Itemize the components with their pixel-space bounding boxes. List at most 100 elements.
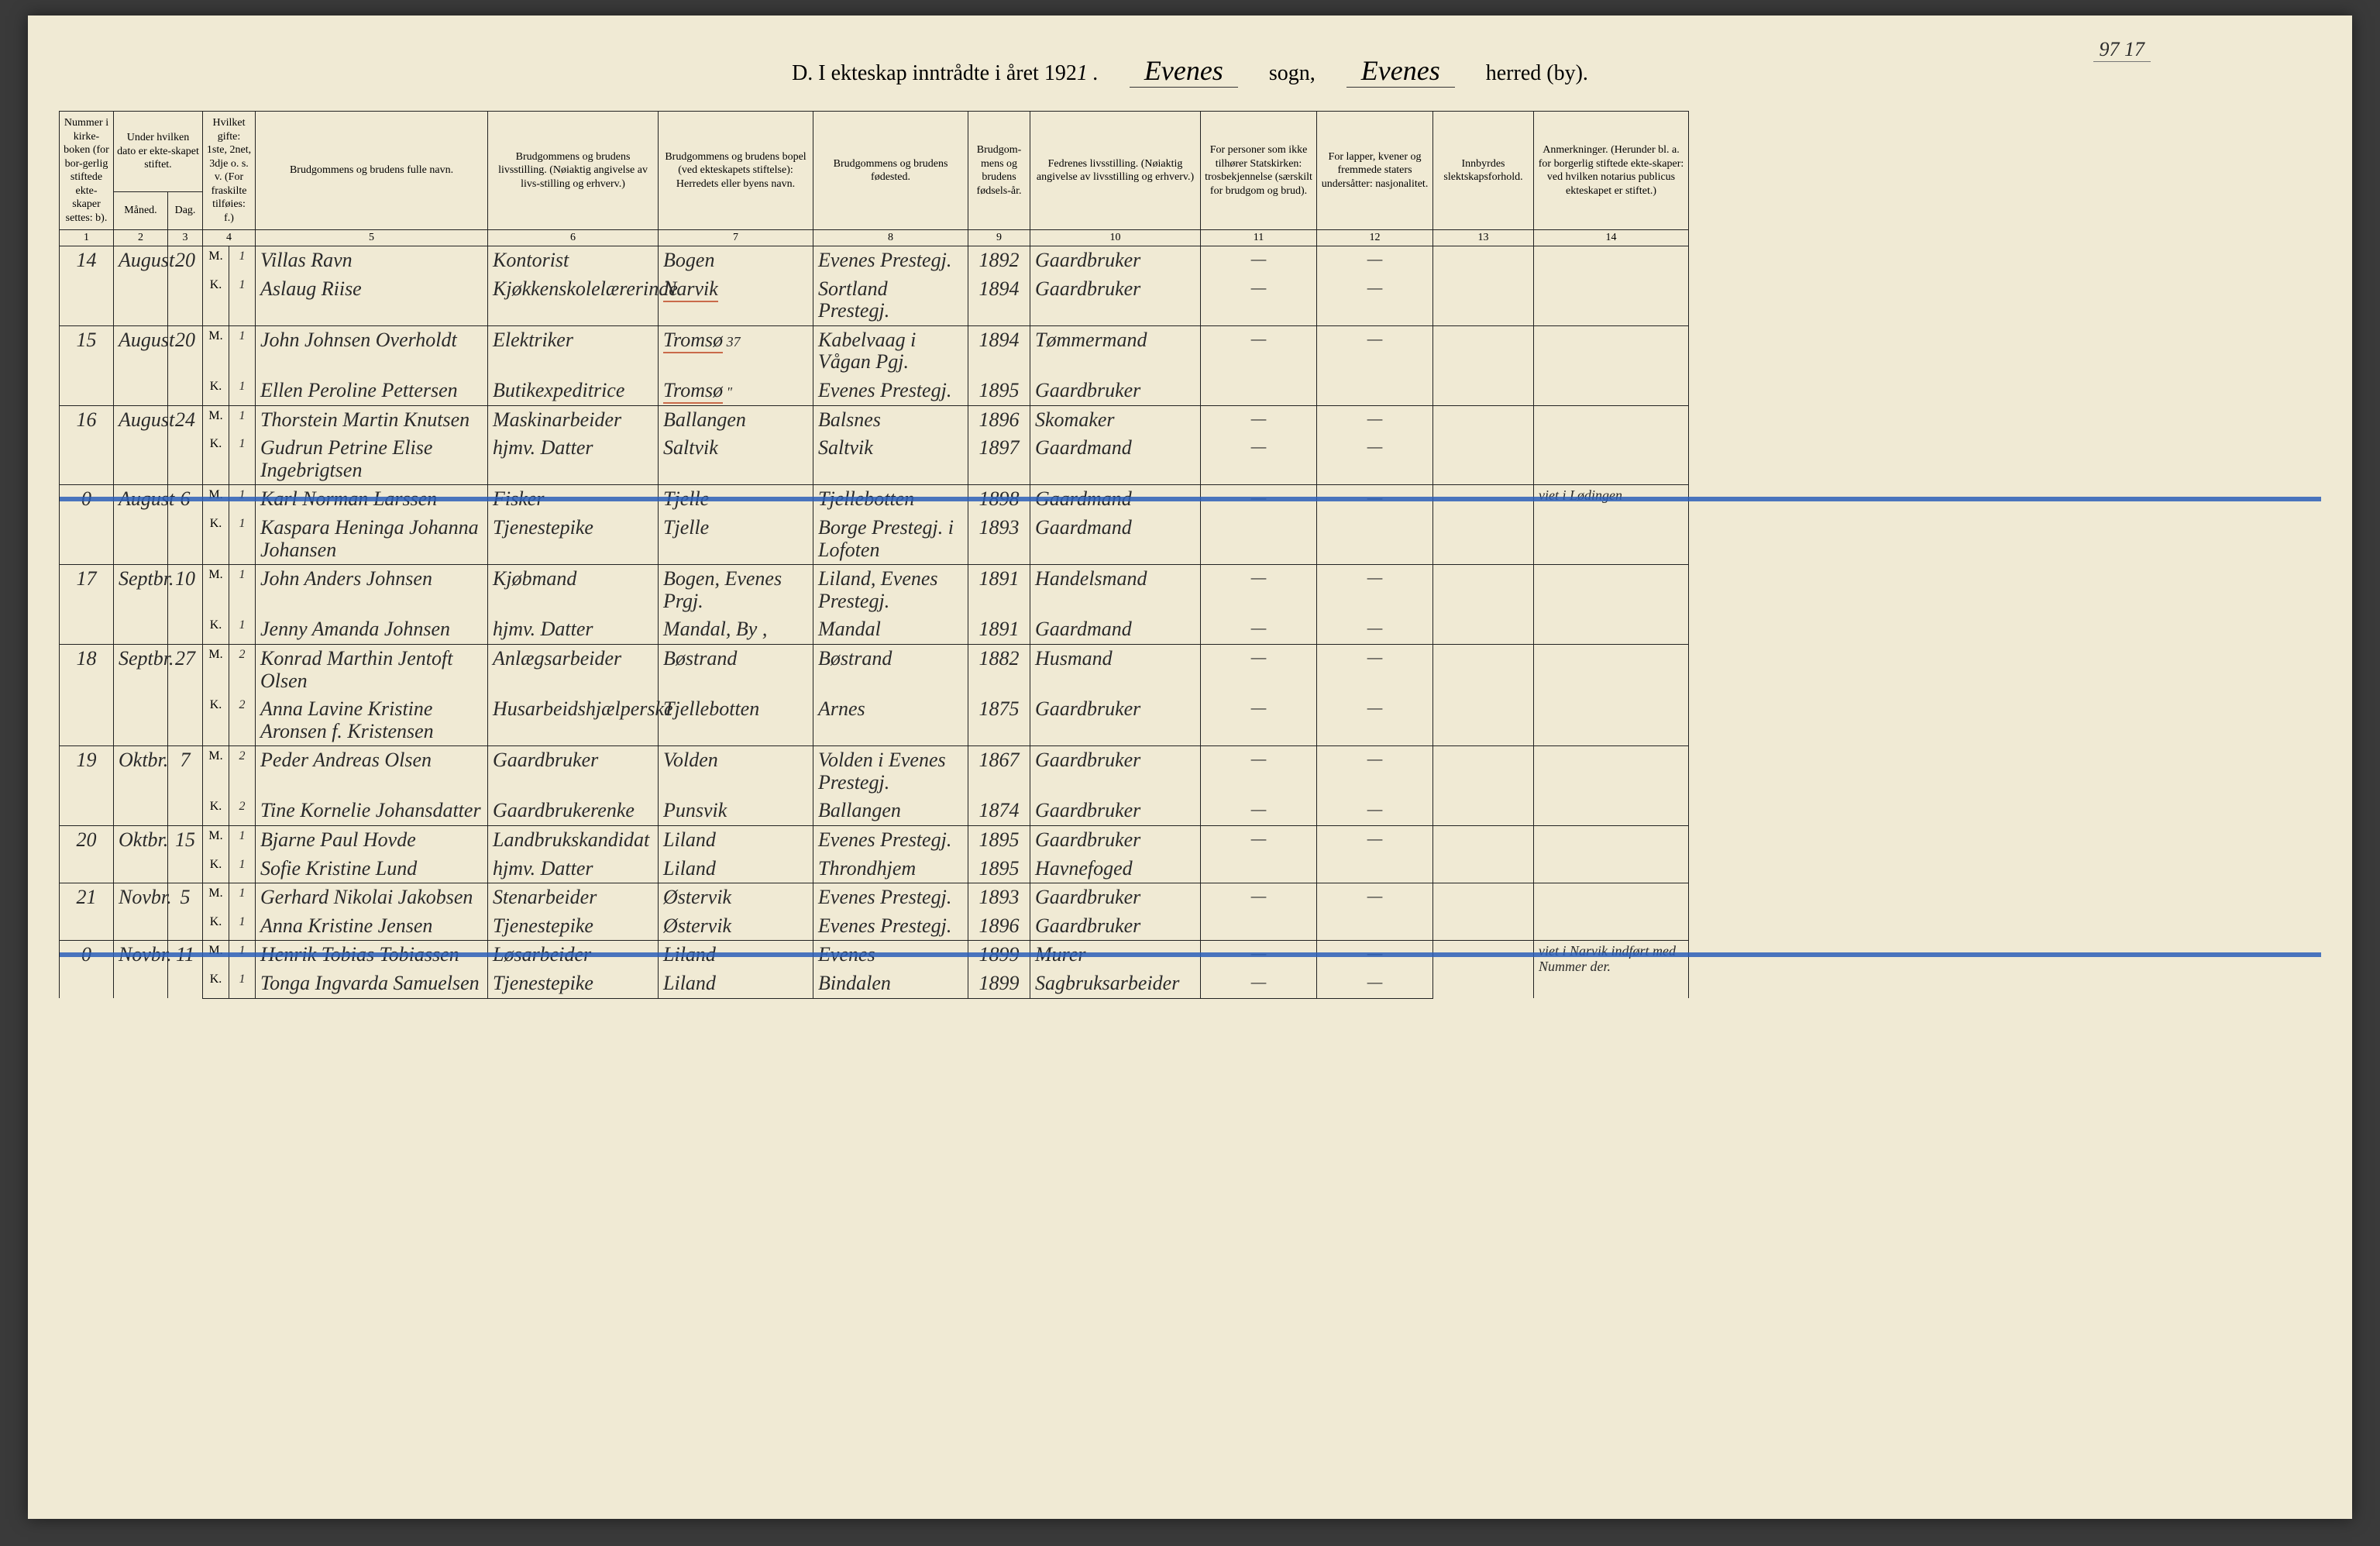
residence: Saltvik xyxy=(659,434,813,485)
occupation: Tjenestepike xyxy=(488,514,659,565)
bride-label: K. xyxy=(203,969,229,998)
table-row: 18Septbr.27M.2Konrad Marthin Jentoft Ols… xyxy=(60,644,2321,695)
entry-number: 14 xyxy=(60,246,114,326)
groom-label: M. xyxy=(203,644,229,695)
nationality-cell xyxy=(1317,855,1433,883)
entry-number: 20 xyxy=(60,826,114,883)
remarks-cell xyxy=(1534,246,1689,326)
marriage-number: 1 xyxy=(229,275,256,326)
faith-cell xyxy=(1201,912,1317,941)
table-row: K.1Gudrun Petrine Elise Ingebrigtsenhjmv… xyxy=(60,434,2321,485)
month-cell: August xyxy=(114,246,168,326)
birth-year: 1896 xyxy=(968,912,1030,941)
marriage-number: 1 xyxy=(229,325,256,377)
birthplace: Evenes Prestegj. xyxy=(813,826,968,855)
father-occupation: Gaardbruker xyxy=(1030,246,1201,275)
father-occupation: Husmand xyxy=(1030,644,1201,695)
col-num: 10 xyxy=(1030,230,1201,246)
full-name: Anna Kristine Jensen xyxy=(256,912,488,941)
remarks-cell xyxy=(1534,746,1689,826)
nationality-cell: — xyxy=(1317,695,1433,746)
birthplace: Evenes Prestegj. xyxy=(813,377,968,405)
faith-cell: — xyxy=(1201,969,1317,998)
col-num: 9 xyxy=(968,230,1030,246)
entry-number: 0 xyxy=(60,485,114,565)
entry-number: 15 xyxy=(60,325,114,405)
col-header: Hvilket gifte: 1ste, 2net, 3dje o. s. v.… xyxy=(203,112,256,230)
full-name: Gudrun Petrine Elise Ingebrigtsen xyxy=(256,434,488,485)
nationality-cell: — xyxy=(1317,246,1433,275)
bride-label: K. xyxy=(203,797,229,825)
full-name: John Anders Johnsen xyxy=(256,565,488,616)
faith-cell: — xyxy=(1201,405,1317,434)
bride-label: K. xyxy=(203,912,229,941)
birth-year: 1891 xyxy=(968,615,1030,644)
bride-label: K. xyxy=(203,275,229,326)
col-header: For lapper, kvener og fremmede staters u… xyxy=(1317,112,1433,230)
col-num: 11 xyxy=(1201,230,1317,246)
father-occupation: Gaardbruker xyxy=(1030,912,1201,941)
col-num: 4 xyxy=(203,230,256,246)
month-cell: Oktbr. xyxy=(114,826,168,883)
column-number-row: 1 2 3 4 5 6 7 8 9 10 11 12 13 14 xyxy=(60,230,2321,246)
father-occupation: Havnefoged xyxy=(1030,855,1201,883)
birth-year: 1875 xyxy=(968,695,1030,746)
full-name: Bjarne Paul Hovde xyxy=(256,826,488,855)
page-header: D. I ekteskap inntrådte i året 1921 . Ev… xyxy=(59,54,2321,88)
kinship-cell xyxy=(1433,325,1534,405)
birthplace: Evenes Prestegj. xyxy=(813,883,968,912)
faith-cell: — xyxy=(1201,797,1317,825)
birth-year: 1894 xyxy=(968,275,1030,326)
occupation: Tjenestepike xyxy=(488,969,659,998)
col-num: 3 xyxy=(168,230,203,246)
groom-label: M. xyxy=(203,485,229,514)
birth-year: 1895 xyxy=(968,826,1030,855)
faith-cell: — xyxy=(1201,485,1317,514)
birthplace: Evenes Prestegj. xyxy=(813,912,968,941)
faith-cell xyxy=(1201,377,1317,405)
table-row: K.1Aslaug RiiseKjøkkenskolelærerindeNarv… xyxy=(60,275,2321,326)
residence: Østervik xyxy=(659,883,813,912)
birth-year: 1867 xyxy=(968,746,1030,797)
table-row: 15August20M.1John Johnsen OverholdtElekt… xyxy=(60,325,2321,377)
col-header: Dag. xyxy=(168,192,203,230)
herred-label: herred (by). xyxy=(1486,61,1588,86)
month-cell: Novbr. xyxy=(114,883,168,941)
month-cell: Novbr. xyxy=(114,941,168,998)
month-cell: Septbr. xyxy=(114,644,168,745)
father-occupation: Gaardbruker xyxy=(1030,746,1201,797)
day-cell: 6 xyxy=(168,485,203,565)
faith-cell: — xyxy=(1201,615,1317,644)
full-name: Aslaug Riise xyxy=(256,275,488,326)
table-row: K.2Tine Kornelie JohansdatterGaardbruker… xyxy=(60,797,2321,825)
table-row: 0August6M.1Karl Norman LarssenFiskerTjel… xyxy=(60,485,2321,514)
entry-number: 17 xyxy=(60,565,114,645)
full-name: Peder Andreas Olsen xyxy=(256,746,488,797)
nationality-cell: — xyxy=(1317,615,1433,644)
occupation: hjmv. Datter xyxy=(488,434,659,485)
faith-cell: — xyxy=(1201,883,1317,912)
residence: Narvik xyxy=(659,275,813,326)
full-name: Sofie Kristine Lund xyxy=(256,855,488,883)
table-row: 21Novbr.5M.1Gerhard Nikolai JakobsenSten… xyxy=(60,883,2321,912)
father-occupation: Skomaker xyxy=(1030,405,1201,434)
occupation: Maskinarbeider xyxy=(488,405,659,434)
faith-cell xyxy=(1201,855,1317,883)
table-row: 0Novbr.11M.1Henrik Tobias TobiassenLøsar… xyxy=(60,941,2321,969)
father-occupation: Gaardmand xyxy=(1030,615,1201,644)
kinship-cell xyxy=(1433,246,1534,326)
table-row: K.1Ellen Peroline PettersenButikexpeditr… xyxy=(60,377,2321,405)
occupation: Anlægsarbeider xyxy=(488,644,659,695)
nationality-cell xyxy=(1317,514,1433,565)
groom-label: M. xyxy=(203,325,229,377)
kinship-cell xyxy=(1433,941,1534,998)
bride-label: K. xyxy=(203,855,229,883)
marriage-number: 1 xyxy=(229,405,256,434)
marriage-number: 1 xyxy=(229,912,256,941)
full-name: Henrik Tobias Tobiassen xyxy=(256,941,488,969)
residence-note: " xyxy=(723,384,732,400)
faith-cell: — xyxy=(1201,746,1317,797)
nationality-cell: — xyxy=(1317,883,1433,912)
nationality-cell: — xyxy=(1317,644,1433,695)
kinship-cell xyxy=(1433,826,1534,883)
